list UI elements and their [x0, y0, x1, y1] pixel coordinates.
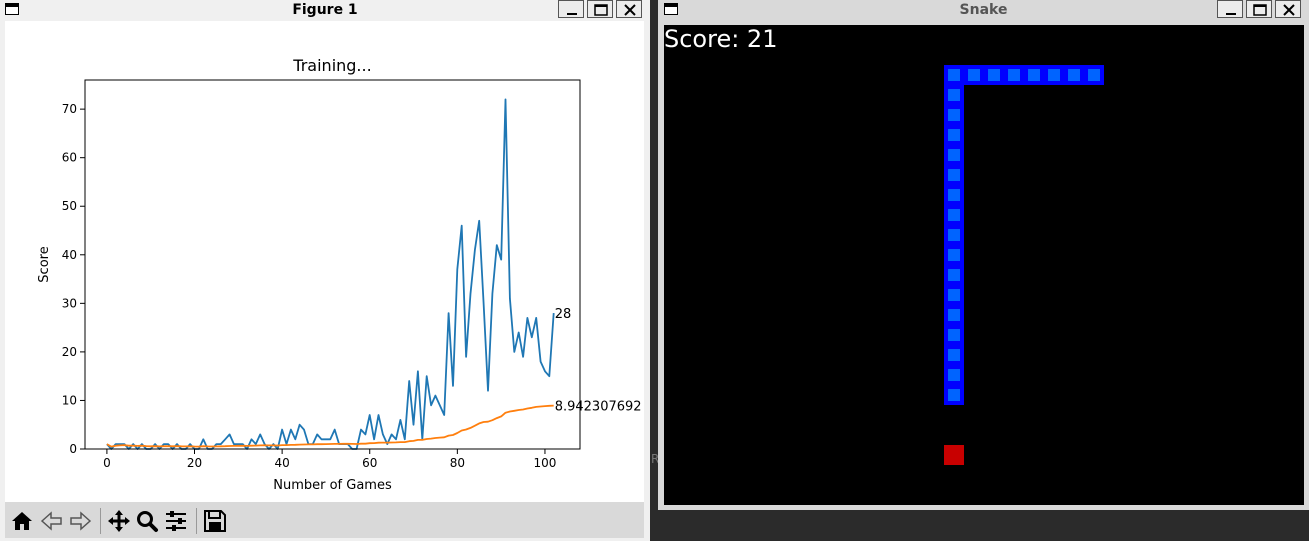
mean-scores-line [106, 404, 554, 448]
window-menu-icon[interactable] [5, 3, 19, 15]
training-chart: Training... 28 8.942307692 0 20 40 60 80 100 0 10 2… [37, 56, 642, 493]
y-tick-label: 60 [62, 151, 77, 165]
navigation-toolbar [5, 502, 644, 538]
x-tick-label: 100 [534, 456, 557, 470]
snake-segment [964, 65, 984, 85]
score-text: Score: 21 [664, 25, 778, 53]
y-tick-label: 30 [62, 296, 77, 310]
close-button[interactable] [1275, 0, 1301, 18]
y-tick-label: 70 [62, 102, 77, 116]
plot-canvas[interactable]: Training... 28 8.942307692 0 20 40 60 80 100 0 10 2… [5, 21, 644, 502]
chart-title: Training... [292, 56, 371, 75]
scores-end-label: 28 [555, 307, 572, 322]
snake-segment [944, 145, 964, 165]
zoom-icon[interactable] [134, 508, 160, 534]
snake-segment [1024, 65, 1044, 85]
snake-segment [944, 385, 964, 405]
snake-segment [944, 225, 964, 245]
snake-segment [944, 185, 964, 205]
toolbar-separator [196, 508, 197, 534]
scores-line [106, 98, 555, 450]
food [944, 445, 964, 465]
home-icon[interactable] [9, 508, 35, 534]
x-tick-label: 60 [362, 456, 377, 470]
save-icon[interactable] [202, 508, 228, 534]
snake-window: Snake Score: 21 [658, 0, 1309, 510]
game-board[interactable]: Score: 21 [664, 25, 1304, 505]
snake-segment [1004, 65, 1024, 85]
snake-segment [944, 325, 964, 345]
close-button[interactable] [616, 0, 642, 18]
snake-segment [944, 85, 964, 105]
y-tick-label: 10 [62, 393, 77, 407]
window-menu-icon[interactable] [664, 3, 678, 15]
maximize-button[interactable] [587, 0, 613, 18]
snake-segment [944, 265, 964, 285]
snake-segment [944, 245, 964, 265]
x-tick-label: 40 [274, 456, 289, 470]
snake-segment [944, 285, 964, 305]
snake-title: Snake [959, 2, 1008, 18]
snake-head [944, 65, 964, 85]
pan-icon[interactable] [106, 508, 132, 534]
toolbar-separator [100, 508, 101, 534]
snake-segment [1084, 65, 1104, 85]
y-tick-label: 20 [62, 345, 77, 359]
x-tick-label: 20 [187, 456, 202, 470]
snake-segment [944, 365, 964, 385]
figure-window: Figure 1 Training... 28 8.942307692 0 20 40 60… [0, 0, 650, 541]
snake-segment [944, 165, 964, 185]
snake-segment [944, 205, 964, 225]
x-tick-label: 80 [450, 456, 465, 470]
x-axis-label: Number of Games [273, 478, 392, 493]
snake-segment [1064, 65, 1084, 85]
configure-subplots-icon[interactable] [163, 508, 189, 534]
x-tick-label: 0 [103, 456, 111, 470]
snake-segment [944, 125, 964, 145]
mean-end-label: 8.942307692 [555, 400, 642, 415]
back-arrow-icon[interactable] [39, 508, 65, 534]
figure-title: Figure 1 [292, 2, 358, 18]
y-tick-label: 50 [62, 199, 77, 213]
snake-segment [1044, 65, 1064, 85]
snake-segment [944, 345, 964, 365]
figure-titlebar[interactable]: Figure 1 [0, 0, 650, 20]
minimize-button[interactable] [558, 0, 584, 18]
snake-segment [944, 305, 964, 325]
y-tick-label: 0 [69, 442, 77, 456]
snake-segment [984, 65, 1004, 85]
snake-segment [944, 105, 964, 125]
forward-arrow-icon[interactable] [67, 508, 93, 534]
maximize-button[interactable] [1246, 0, 1272, 18]
axes-frame [84, 79, 581, 450]
y-tick-label: 40 [62, 248, 77, 262]
minimize-button[interactable] [1217, 0, 1243, 18]
y-axis-label: Score [37, 246, 52, 282]
snake-titlebar[interactable]: Snake [658, 0, 1309, 20]
